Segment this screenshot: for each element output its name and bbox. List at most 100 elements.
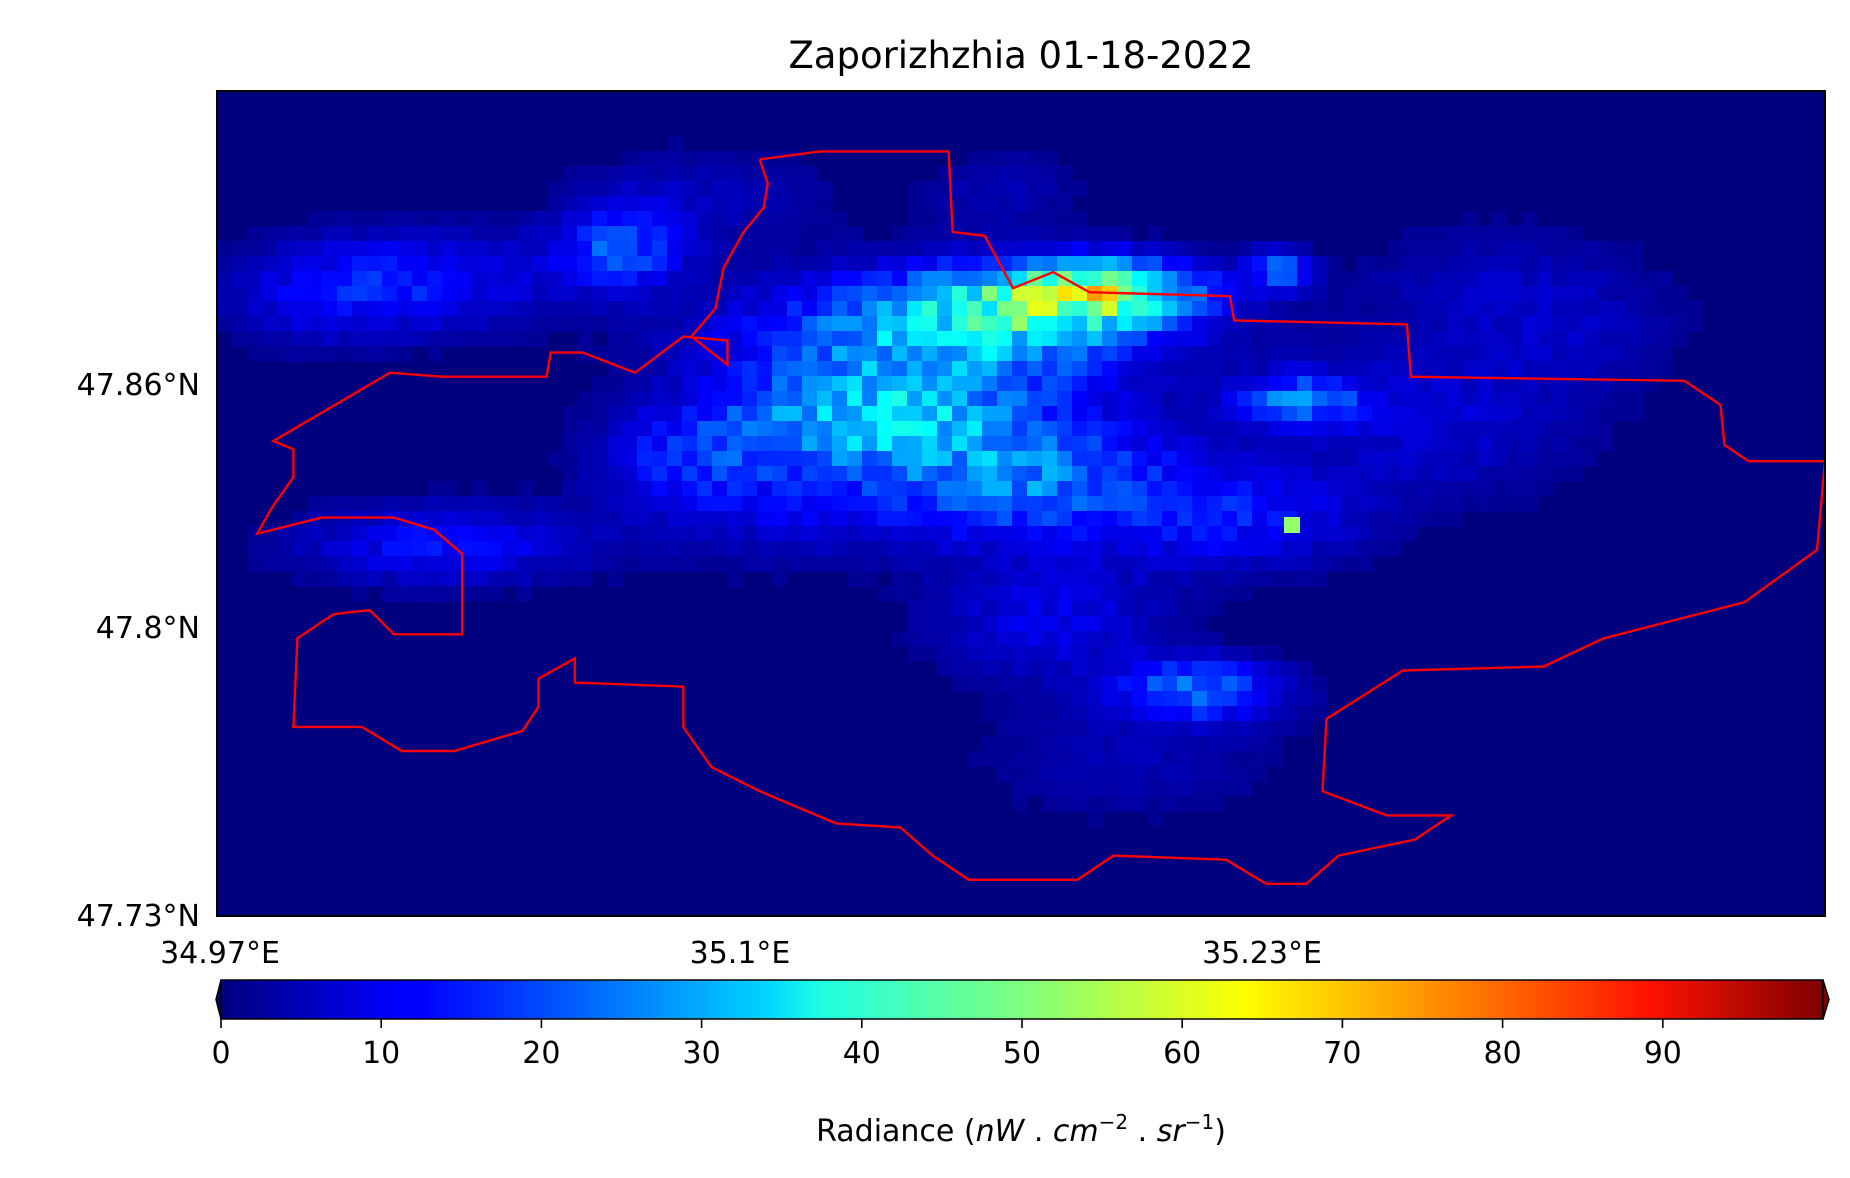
radiance-pixel: [907, 586, 923, 602]
radiance-pixel: [1177, 766, 1193, 782]
radiance-pixel: [1192, 706, 1208, 722]
radiance-pixel: [1072, 676, 1088, 692]
radiance-pixel: [622, 181, 638, 197]
radiance-pixel: [622, 346, 638, 362]
radiance-pixel: [427, 571, 443, 587]
radiance-pixel: [832, 406, 848, 422]
radiance-pixel: [502, 316, 518, 332]
radiance-pixel: [727, 376, 743, 392]
radiance-pixel: [1297, 451, 1313, 467]
radiance-pixel: [982, 451, 998, 467]
radiance-pixel: [1492, 271, 1508, 287]
radiance-pixel: [412, 271, 428, 287]
radiance-pixel: [592, 436, 608, 452]
radiance-pixel: [1132, 631, 1148, 647]
radiance-pixel: [802, 346, 818, 362]
radiance-pixel: [367, 286, 383, 302]
radiance-pixel: [787, 511, 803, 527]
radiance-pixel: [1117, 601, 1133, 617]
radiance-pixel: [1027, 421, 1043, 437]
radiance-pixel: [487, 541, 503, 557]
radiance-pixel: [1312, 511, 1328, 527]
radiance-pixel: [1552, 421, 1568, 437]
radiance-pixel: [1627, 316, 1643, 332]
radiance-pixel: [547, 196, 563, 212]
radiance-pixel: [922, 496, 938, 512]
radiance-pixel: [817, 406, 833, 422]
radiance-pixel: [922, 331, 938, 347]
radiance-pixel: [862, 556, 878, 572]
radiance-pixel: [1177, 721, 1193, 737]
radiance-pixel: [607, 256, 623, 272]
radiance-pixel: [1042, 226, 1058, 242]
radiance-pixel: [1222, 481, 1238, 497]
radiance-pixel: [967, 361, 983, 377]
radiance-pixel: [1567, 331, 1583, 347]
radiance-pixel: [817, 316, 833, 332]
radiance-pixel: [1417, 466, 1433, 482]
radiance-pixel: [892, 556, 908, 572]
radiance-pixel: [637, 436, 653, 452]
radiance-pixel: [1117, 646, 1133, 662]
radiance-pixel: [1042, 421, 1058, 437]
radiance-pixel: [997, 586, 1013, 602]
radiance-pixel: [667, 361, 683, 377]
radiance-pixel: [1042, 646, 1058, 662]
radiance-pixel: [772, 436, 788, 452]
radiance-pixel: [862, 286, 878, 302]
radiance-pixel: [562, 301, 578, 317]
radiance-pixel: [1027, 466, 1043, 482]
radiance-pixel: [517, 511, 533, 527]
radiance-pixel: [1267, 421, 1283, 437]
radiance-pixel: [1327, 286, 1343, 302]
radiance-pixel: [1642, 271, 1658, 287]
lon-tick-label: 35.1°E: [690, 936, 791, 971]
radiance-pixel: [1087, 286, 1103, 302]
radiance-pixel: [217, 316, 233, 332]
radiance-pixel: [787, 241, 803, 257]
radiance-pixel: [697, 196, 713, 212]
radiance-pixel: [922, 406, 938, 422]
radiance-pixel: [1522, 421, 1538, 437]
radiance-pixel: [1567, 226, 1583, 242]
radiance-pixel: [232, 301, 248, 317]
radiance-pixel: [682, 556, 698, 572]
radiance-pixel: [1162, 601, 1178, 617]
radiance-pixel: [1222, 391, 1238, 407]
radiance-pixel: [1222, 541, 1238, 557]
radiance-pixel: [1132, 316, 1148, 332]
radiance-pixel: [922, 301, 938, 317]
radiance-pixel: [487, 286, 503, 302]
radiance-pixel: [1057, 376, 1073, 392]
radiance-pixel: [922, 466, 938, 482]
radiance-pixel: [1462, 346, 1478, 362]
radiance-pixel: [997, 436, 1013, 452]
radiance-pixel: [742, 316, 758, 332]
radiance-pixel: [1477, 316, 1493, 332]
radiance-pixel: [1117, 271, 1133, 287]
radiance-pixel: [607, 466, 623, 482]
radiance-pixel: [652, 556, 668, 572]
radiance-pixel: [1327, 376, 1343, 392]
radiance-pixel: [1147, 541, 1163, 557]
radiance-pixel: [652, 226, 668, 242]
radiance-pixel: [412, 241, 428, 257]
radiance-pixel: [1312, 556, 1328, 572]
radiance-pixel: [307, 271, 323, 287]
radiance-pixel: [1177, 316, 1193, 332]
radiance-pixel: [1132, 421, 1148, 437]
radiance-pixel: [472, 226, 488, 242]
radiance-pixel: [907, 631, 923, 647]
radiance-pixel: [1417, 361, 1433, 377]
radiance-pixel: [682, 271, 698, 287]
radiance-pixel: [862, 451, 878, 467]
radiance-pixel: [802, 511, 818, 527]
radiance-pixel: [1522, 451, 1538, 467]
radiance-pixel: [502, 301, 518, 317]
radiance-pixel: [562, 541, 578, 557]
radiance-pixel: [1072, 481, 1088, 497]
radiance-pixel: [1417, 241, 1433, 257]
radiance-pixel: [952, 301, 968, 317]
radiance-pixel: [427, 286, 443, 302]
radiance-pixel: [517, 526, 533, 542]
